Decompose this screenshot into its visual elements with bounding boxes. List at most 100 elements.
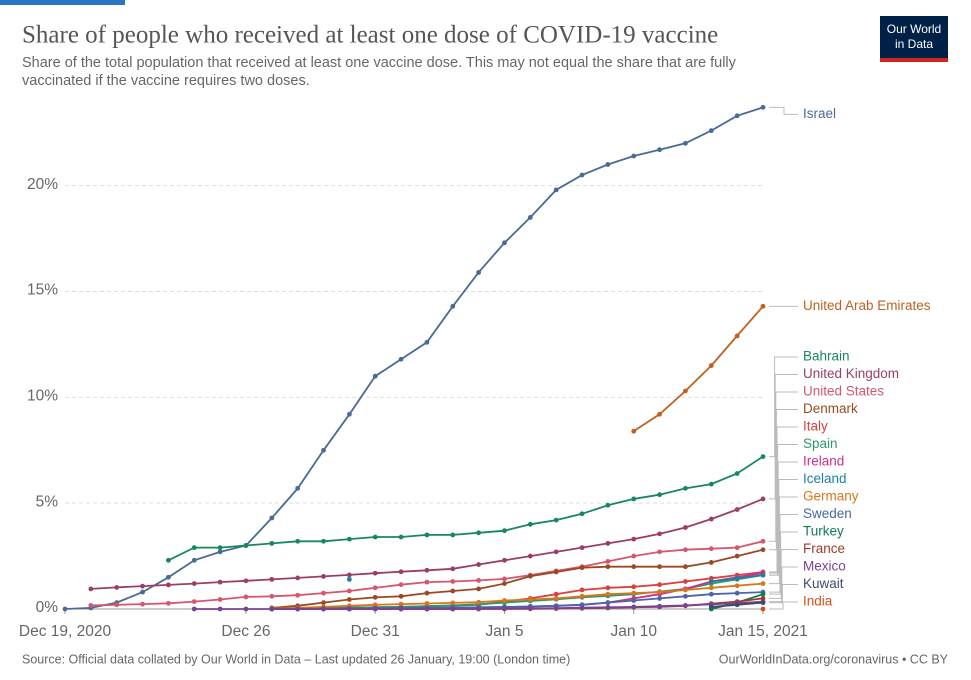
data-point (502, 240, 507, 246)
series-line (90, 498, 764, 590)
data-point (166, 557, 171, 563)
data-point (372, 585, 378, 591)
data-point (140, 589, 145, 595)
data-point (631, 604, 637, 610)
data-point (243, 543, 249, 548)
data-point (502, 606, 507, 611)
series-label: Kuwait (803, 576, 844, 591)
label-leader (769, 514, 798, 593)
data-point (527, 553, 533, 559)
data-point (657, 603, 662, 609)
label-leader (769, 461, 798, 574)
data-point (450, 303, 456, 309)
series-line (90, 540, 764, 607)
data-point (631, 590, 637, 596)
label-leader (769, 549, 798, 599)
data-point (114, 585, 120, 590)
data-point (372, 534, 378, 540)
data-point (398, 534, 404, 540)
data-point (708, 604, 714, 610)
data-point (269, 515, 275, 521)
data-point (657, 582, 662, 588)
data-point (579, 172, 585, 178)
data-point (708, 579, 714, 584)
label-leader (769, 374, 798, 500)
data-point (424, 579, 430, 585)
data-point (476, 562, 482, 567)
data-point (321, 447, 326, 453)
data-point (217, 606, 223, 612)
data-point (734, 113, 740, 119)
data-point (734, 471, 740, 476)
data-point (734, 545, 740, 551)
data-point (191, 581, 197, 586)
data-point (760, 581, 766, 586)
data-point (295, 592, 301, 598)
data-point (346, 606, 352, 612)
data-point (760, 572, 766, 578)
data-point (631, 584, 637, 590)
data-point (424, 606, 430, 612)
data-point (579, 511, 585, 517)
top-tab (0, 0, 125, 5)
data-point (683, 140, 688, 146)
data-point (191, 545, 197, 551)
data-point (398, 593, 404, 599)
series-label: Italy (803, 419, 828, 434)
data-point (243, 578, 249, 584)
data-point (708, 546, 714, 552)
data-point (398, 582, 404, 588)
series-label: Iceland (803, 471, 847, 486)
chart-title: Share of people who received at least on… (22, 22, 718, 49)
data-point (321, 606, 326, 612)
data-point (269, 606, 275, 612)
logo-text: Our World (887, 22, 941, 36)
data-point (605, 540, 611, 546)
data-point (424, 567, 430, 573)
data-point (450, 600, 456, 606)
data-point (553, 187, 559, 193)
data-point (683, 579, 688, 584)
data-point (708, 585, 714, 591)
data-point (734, 333, 740, 339)
data-point (657, 596, 662, 601)
data-point (734, 507, 740, 512)
data-point (527, 521, 533, 527)
logo[interactable]: Our World in Data (880, 16, 948, 62)
data-point (760, 454, 766, 459)
series-label: Germany (803, 489, 859, 504)
data-point (734, 590, 740, 596)
data-point (657, 411, 662, 417)
data-point (140, 601, 145, 607)
data-point (191, 606, 197, 612)
data-point (631, 553, 637, 559)
data-point (424, 601, 430, 606)
data-point (502, 576, 507, 582)
data-point (476, 599, 482, 605)
data-point (683, 593, 688, 599)
data-point (631, 496, 637, 502)
credit[interactable]: OurWorldInData.org/coronavirus • CC BY (719, 652, 949, 666)
data-point (579, 565, 585, 571)
logo-box (880, 16, 948, 58)
x-tick-label: Jan 15, 2021 (718, 623, 808, 640)
data-point (605, 604, 611, 610)
data-point (683, 547, 688, 553)
data-point (140, 583, 145, 589)
y-tick-label: 10% (27, 387, 58, 404)
data-point (217, 549, 223, 555)
label-leader (769, 479, 798, 576)
data-point (708, 591, 714, 597)
series-line (271, 548, 764, 609)
data-point (398, 606, 404, 612)
data-point (553, 569, 559, 575)
data-point (166, 582, 171, 588)
data-point (217, 545, 223, 551)
series-label: Sweden (803, 506, 852, 521)
data-point (683, 485, 688, 491)
data-point (631, 536, 637, 542)
data-point (88, 603, 94, 608)
label-leader (769, 531, 798, 595)
data-point (450, 579, 456, 584)
data-point (62, 606, 68, 612)
